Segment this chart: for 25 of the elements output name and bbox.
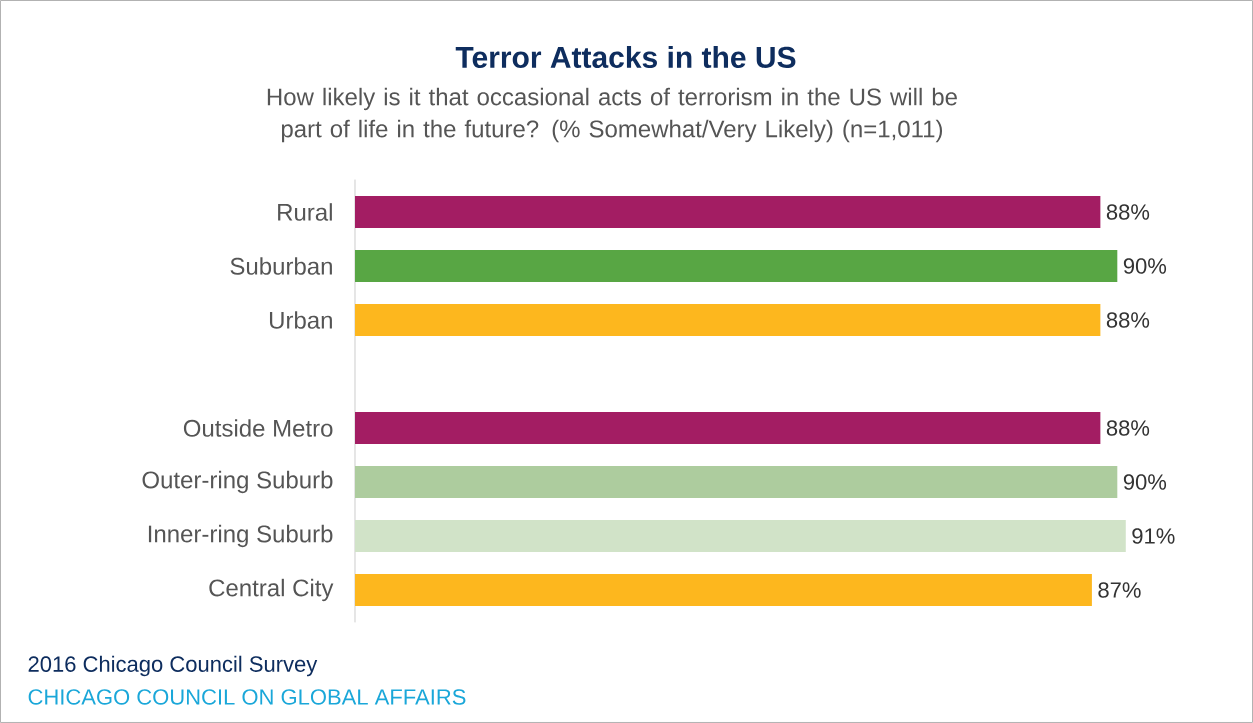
- bar: [355, 519, 1126, 552]
- data-label: 88%: [1106, 420, 1150, 436]
- data-label: 91%: [1132, 528, 1175, 544]
- data-label: 88%: [1106, 204, 1150, 220]
- bar: [355, 303, 1101, 336]
- y-tick-label: Outer-ring Suburb: [142, 470, 333, 494]
- text: CHICAGO COUNCIL ON GLOBAL AFFAIRS: [28, 689, 466, 705]
- y-tick-label: Central City: [209, 578, 334, 602]
- bar: [355, 249, 1118, 282]
- bar: [355, 465, 1118, 498]
- bar: [355, 573, 1092, 606]
- text: 2016 Chicago Council Survey: [28, 655, 318, 677]
- y-tick-label: Suburban: [230, 257, 332, 275]
- data-label: 90%: [1123, 474, 1167, 490]
- chart-subtitle: How likely is it that occasional acts of terrorism in the US will be part of life in the future? (% Somewhat/Very Likely) (n=1,011): [267, 87, 957, 143]
- bar: [355, 195, 1101, 228]
- data-label: 88%: [1106, 312, 1150, 328]
- chart-title: Terror Attacks in the US: [455, 45, 796, 69]
- y-tick-label: Inner-ring Suburb: [148, 524, 333, 548]
- y-tick-label: Outside Metro: [183, 419, 333, 437]
- data-label: 90%: [1123, 258, 1167, 274]
- data-label: 87%: [1098, 582, 1141, 598]
- bar: [355, 411, 1101, 444]
- y-tick-label: Rural: [278, 203, 332, 221]
- y-tick-label: Urban: [269, 311, 332, 329]
